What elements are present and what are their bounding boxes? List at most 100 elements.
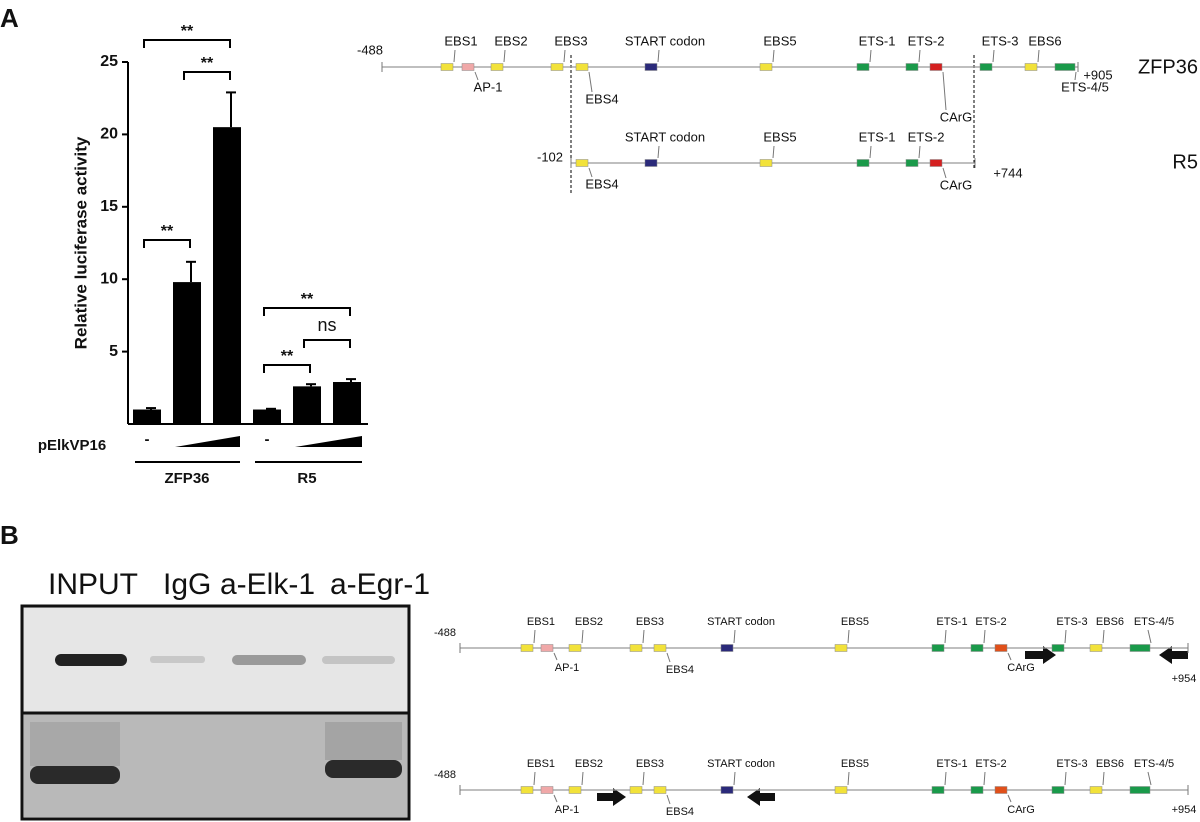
element-leader: [666, 652, 671, 663]
element-leader: [1064, 771, 1067, 786]
element-label: START codon: [707, 758, 775, 770]
element-box: [759, 159, 773, 167]
map-start: -102: [537, 149, 563, 164]
element-box: [834, 786, 848, 794]
element-label: EBS2: [575, 758, 603, 770]
element-label: EBS5: [841, 616, 869, 628]
element-label: CArG: [940, 109, 973, 124]
element-box: [653, 786, 667, 794]
element-label: AP-1: [555, 662, 579, 674]
primer-arrow: [597, 788, 626, 806]
element-leader: [503, 49, 506, 63]
map-start: -488: [357, 42, 383, 57]
element-box: [1024, 63, 1038, 71]
significance-bracket: [263, 364, 311, 373]
element-leader: [1037, 49, 1040, 63]
band: [325, 760, 402, 778]
element-box: [994, 786, 1008, 794]
significance-label: **: [181, 23, 194, 40]
panel-label: A: [0, 3, 19, 33]
band: [232, 655, 306, 665]
element-leader: [588, 167, 593, 178]
element-box: [834, 644, 848, 652]
element-box: [1054, 63, 1076, 71]
bar: [213, 127, 241, 424]
element-leader: [944, 629, 947, 644]
element-leader: [983, 771, 986, 786]
element-label: START codon: [625, 33, 705, 48]
bar: [173, 282, 201, 424]
element-label: CArG: [940, 177, 973, 192]
element-leader: [553, 652, 558, 661]
element-box: [970, 644, 984, 652]
significance-label: ns: [317, 315, 336, 335]
element-box: [905, 159, 919, 167]
element-leader: [1064, 629, 1067, 644]
significance-bracket: [263, 307, 351, 316]
map-start: -488: [434, 627, 456, 639]
element-box: [720, 786, 734, 794]
significance-bracket: [143, 39, 231, 48]
element-box: [856, 159, 870, 167]
element-label: ETS-2: [908, 33, 945, 48]
element-leader: [869, 49, 872, 63]
element-leader: [474, 71, 479, 81]
significance-label: **: [161, 223, 174, 240]
element-box: [653, 644, 667, 652]
significance-label: **: [201, 55, 214, 72]
lane-label: IgG: [163, 568, 211, 601]
element-box: [644, 63, 658, 71]
element-label: CArG: [1007, 662, 1035, 674]
primer-arrows: [597, 646, 1188, 806]
element-leader: [666, 794, 671, 805]
map-end: +954: [1172, 673, 1197, 685]
significance-bracket: [143, 239, 191, 248]
element-box: [575, 159, 589, 167]
element-label: EBS3: [554, 33, 587, 48]
element-label: EBS2: [575, 616, 603, 628]
element-leader: [1074, 71, 1077, 81]
element-leader: [581, 629, 584, 644]
primer-arrow: [1025, 646, 1056, 664]
element-label: EBS4: [666, 806, 694, 818]
element-label: AP-1: [555, 804, 579, 816]
element-box: [1129, 786, 1151, 794]
element-label: EBS6: [1096, 616, 1124, 628]
element-box: [856, 63, 870, 71]
element-box: [1129, 644, 1151, 652]
primer-arrow: [1159, 646, 1188, 664]
element-box: [759, 63, 773, 71]
element-label: START codon: [707, 616, 775, 628]
band: [55, 654, 127, 666]
element-leader: [847, 629, 850, 644]
y-tick-label: 10: [100, 270, 118, 287]
element-box: [931, 644, 945, 652]
element-box: [568, 644, 582, 652]
element-label: ETS-3: [982, 33, 1019, 48]
element-leader: [733, 771, 736, 786]
group-label: ZFP36: [164, 470, 209, 487]
element-leader: [453, 49, 456, 63]
element-label: EBS4: [585, 176, 618, 191]
element-leader: [1102, 771, 1105, 786]
significance-label: **: [301, 291, 314, 308]
element-leader: [642, 629, 645, 644]
x-tick-label: -: [265, 431, 270, 448]
element-label: ETS-1: [936, 758, 967, 770]
element-leader: [1102, 629, 1105, 644]
element-box: [1089, 786, 1103, 794]
element-leader: [581, 771, 584, 786]
element-label: EBS1: [444, 33, 477, 48]
element-box: [629, 644, 643, 652]
element-label: EBS4: [585, 91, 618, 106]
element-label: EBS1: [527, 758, 555, 770]
band: [150, 656, 205, 663]
element-label: EBS4: [666, 664, 694, 676]
element-label: AP-1: [474, 79, 503, 94]
element-box: [575, 63, 589, 71]
element-box: [970, 786, 984, 794]
map-start: -488: [434, 769, 456, 781]
element-label: EBS2: [494, 33, 527, 48]
element-box: [540, 786, 554, 794]
